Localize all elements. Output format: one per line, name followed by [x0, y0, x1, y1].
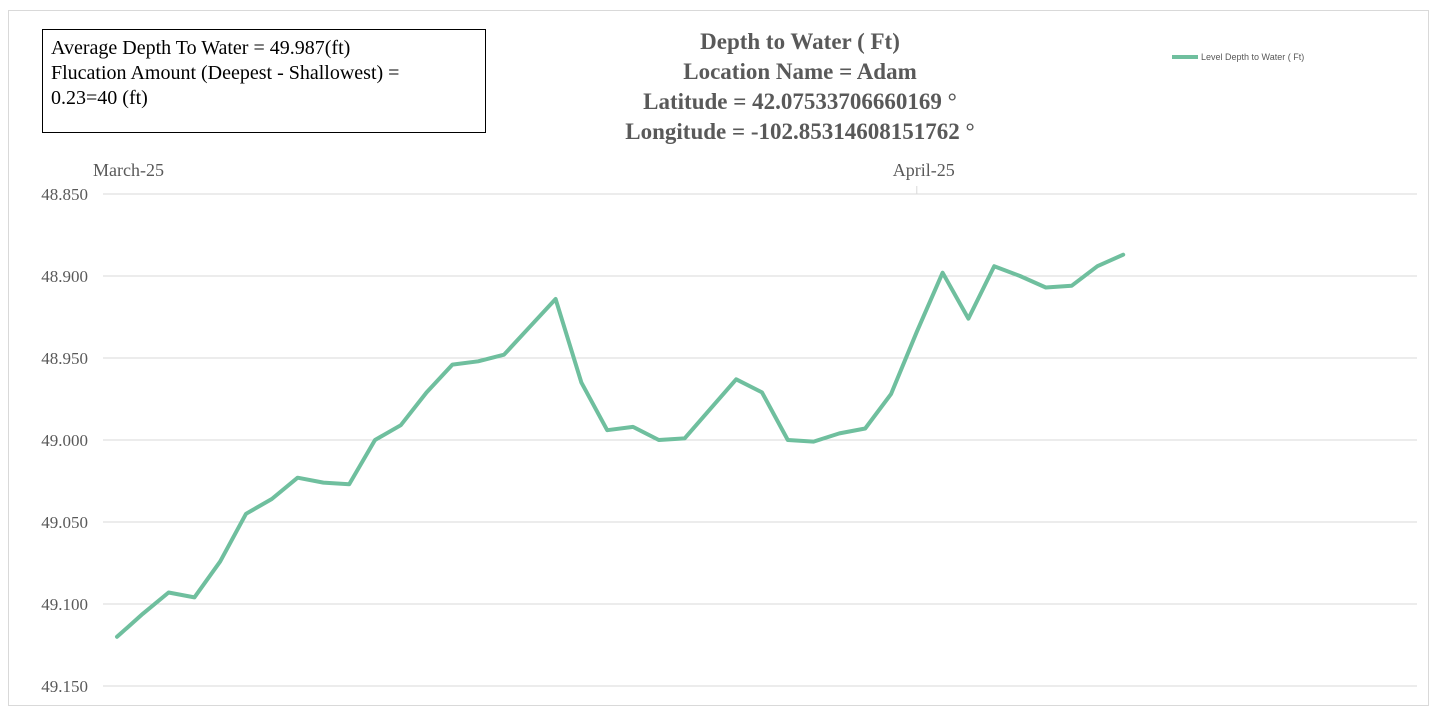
chart-title: Depth to Water ( Ft) Location Name = Ada… [560, 27, 1040, 147]
x-tick-label: April-25 [893, 160, 955, 180]
stats-fluctuation-label: Flucation Amount (Deepest - Shallowest) … [51, 62, 400, 84]
y-tick-label: 48.850 [41, 185, 88, 204]
chart-frame [8, 10, 1429, 706]
y-tick-label: 49.000 [41, 431, 88, 450]
title-line-name: Depth to Water ( Ft) [700, 29, 900, 54]
legend-label: Level Depth to Water ( Ft) [1201, 52, 1305, 62]
y-tick-label: 49.100 [41, 595, 88, 614]
legend-swatch [1172, 55, 1198, 59]
stats-average: Average Depth To Water = 49.987(ft) [51, 37, 351, 59]
stats-box: Average Depth To Water = 49.987(ft) Fluc… [42, 29, 486, 133]
x-tick-label: March-25 [93, 160, 164, 180]
y-tick-label: 48.950 [41, 349, 88, 368]
series-line [115, 252, 1126, 639]
title-line-latitude: Latitude = 42.07533706660169 ° [643, 89, 957, 114]
y-tick-label: 49.050 [41, 513, 88, 532]
y-tick-label: 48.900 [41, 267, 88, 286]
title-line-longitude: Longitude = -102.85314608151762 ° [625, 119, 975, 144]
title-line-location: Location Name = Adam [683, 59, 917, 84]
stats-fluctuation-value: 0.23=40 (ft) [51, 87, 148, 109]
y-tick-label: 49.150 [41, 677, 88, 696]
legend: Level Depth to Water ( Ft) [1172, 52, 1304, 62]
